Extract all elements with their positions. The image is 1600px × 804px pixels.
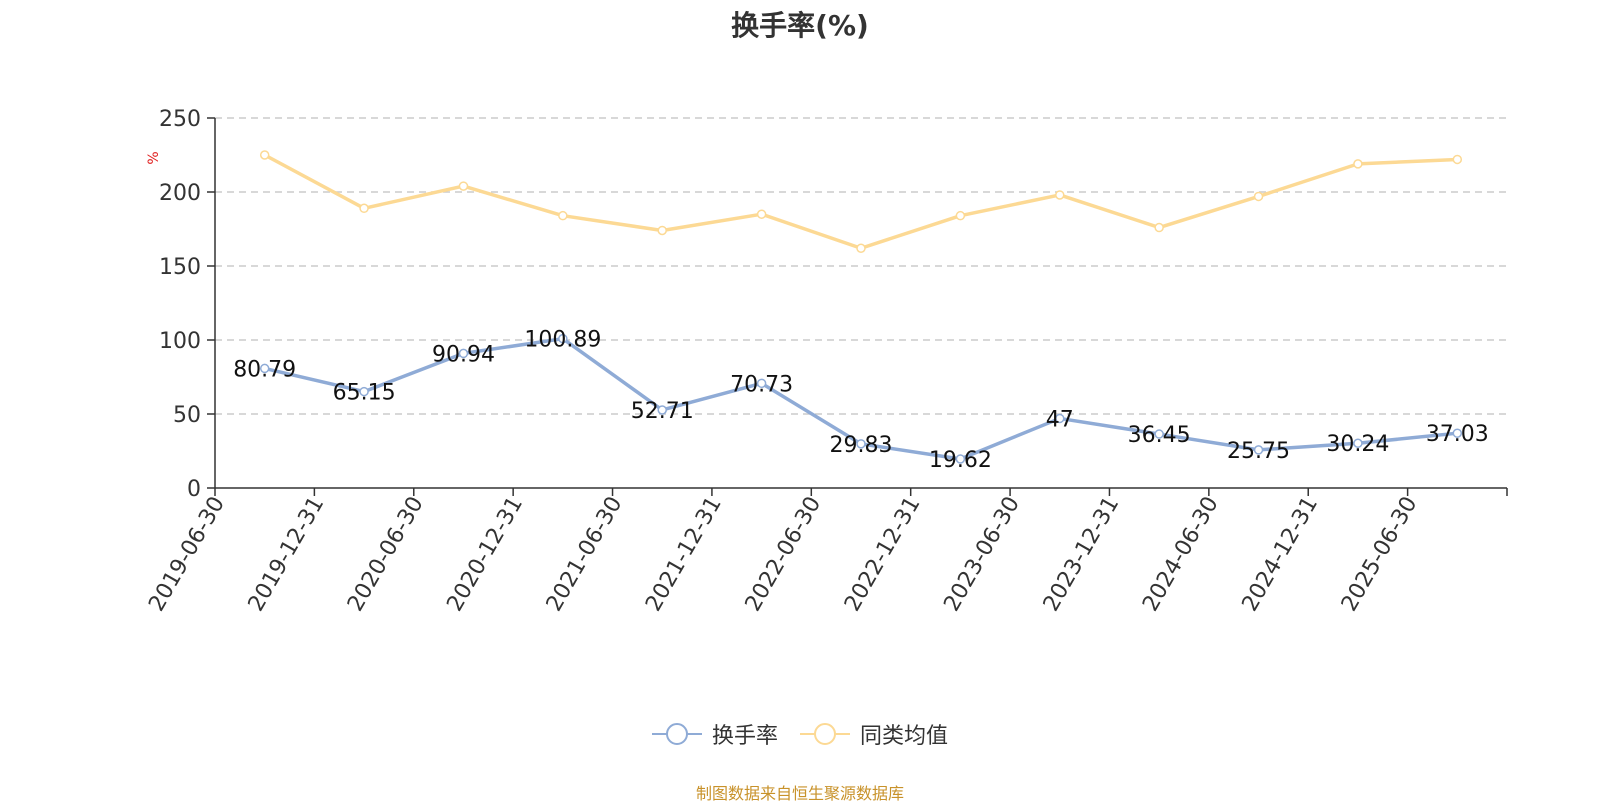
y-tick-label: 200 xyxy=(159,181,201,206)
x-tick-label: 2025-06-30 xyxy=(1337,493,1423,616)
x-tick-label: 2024-12-31 xyxy=(1238,493,1324,616)
data-label: 100.89 xyxy=(524,328,601,353)
data-label: 70.73 xyxy=(730,372,793,397)
legend-marker-peer-average xyxy=(800,723,850,745)
data-point xyxy=(359,386,369,397)
legend: 换手率 同类均值 xyxy=(0,718,1600,750)
legend-item-peer-average[interactable]: 同类均值 xyxy=(800,718,948,750)
data-labels: 80.79 65.15 90.94 100.89 52.71 70.73 29.83 19.6… xyxy=(233,328,1489,473)
legend-label-turnover: 换手率 xyxy=(711,724,778,749)
data-point xyxy=(1452,154,1463,165)
series-lines xyxy=(259,150,1463,464)
data-label: 29.83 xyxy=(830,433,893,458)
data-point xyxy=(1055,413,1065,424)
data-label: 52.71 xyxy=(631,399,694,424)
data-point xyxy=(259,150,270,160)
x-tick-label: 2019-12-31 xyxy=(244,493,330,616)
data-point xyxy=(756,209,767,219)
series-line-1 xyxy=(263,153,1458,250)
data-point xyxy=(856,439,866,449)
legend-marker-turnover xyxy=(651,723,702,745)
data-point xyxy=(1253,445,1264,455)
x-tick-label: 2021-06-30 xyxy=(542,493,628,616)
data-label: 65.15 xyxy=(333,381,396,406)
data-point xyxy=(359,203,369,214)
data-point xyxy=(458,181,469,191)
data-point xyxy=(458,348,469,359)
x-tick-label: 2020-12-31 xyxy=(442,493,528,616)
data-point xyxy=(955,454,966,464)
data-point xyxy=(558,210,568,221)
data-point xyxy=(259,363,270,374)
y-tick-label: 50 xyxy=(173,403,201,428)
data-point xyxy=(1055,190,1065,200)
data-label: 90.94 xyxy=(432,342,495,367)
x-tick-label: 2024-06-30 xyxy=(1138,493,1224,616)
data-point xyxy=(558,333,568,344)
y-tick-label: 150 xyxy=(159,255,201,280)
x-tick-label: 2020-06-30 xyxy=(343,493,429,616)
data-point xyxy=(1154,429,1164,439)
data-point xyxy=(1452,428,1463,438)
data-label: 37.03 xyxy=(1426,422,1489,447)
data-point xyxy=(657,225,667,236)
x-tick-label: 2022-06-30 xyxy=(741,493,827,616)
data-point xyxy=(1154,222,1164,233)
y-axis-label: % xyxy=(146,151,162,164)
data-label: 30.24 xyxy=(1326,432,1389,457)
y-tick-label: 0 xyxy=(187,477,201,502)
data-point xyxy=(756,378,767,389)
x-tick-label: 2023-06-30 xyxy=(939,493,1025,616)
y-tick-label: 100 xyxy=(159,329,201,354)
data-label: 47 xyxy=(1046,407,1074,432)
chart-title: 换手率(%) xyxy=(731,9,869,42)
data-label: 80.79 xyxy=(233,357,296,382)
x-tick-label: 2021-12-31 xyxy=(641,493,727,616)
x-tick-label: 2022-12-31 xyxy=(840,493,926,616)
x-tick-label: 2019-06-30 xyxy=(144,493,230,616)
data-label: 36.45 xyxy=(1128,423,1191,448)
data-point xyxy=(1253,191,1264,202)
data-point xyxy=(955,210,966,221)
data-point xyxy=(1353,438,1363,448)
data-point xyxy=(1353,159,1363,169)
data-point xyxy=(856,243,866,253)
grid-lines xyxy=(215,117,1507,415)
data-point xyxy=(657,405,667,415)
x-tick-label: 2023-12-31 xyxy=(1039,493,1125,616)
data-label: 25.75 xyxy=(1227,439,1290,464)
legend-item-turnover[interactable]: 换手率 xyxy=(651,718,778,750)
y-tick-label: 250 xyxy=(159,107,201,132)
legend-label-peer-average: 同类均值 xyxy=(860,724,949,749)
data-label: 19.62 xyxy=(929,448,992,473)
source-footer: 制图数据来自恒生聚源数据库 xyxy=(695,784,904,803)
